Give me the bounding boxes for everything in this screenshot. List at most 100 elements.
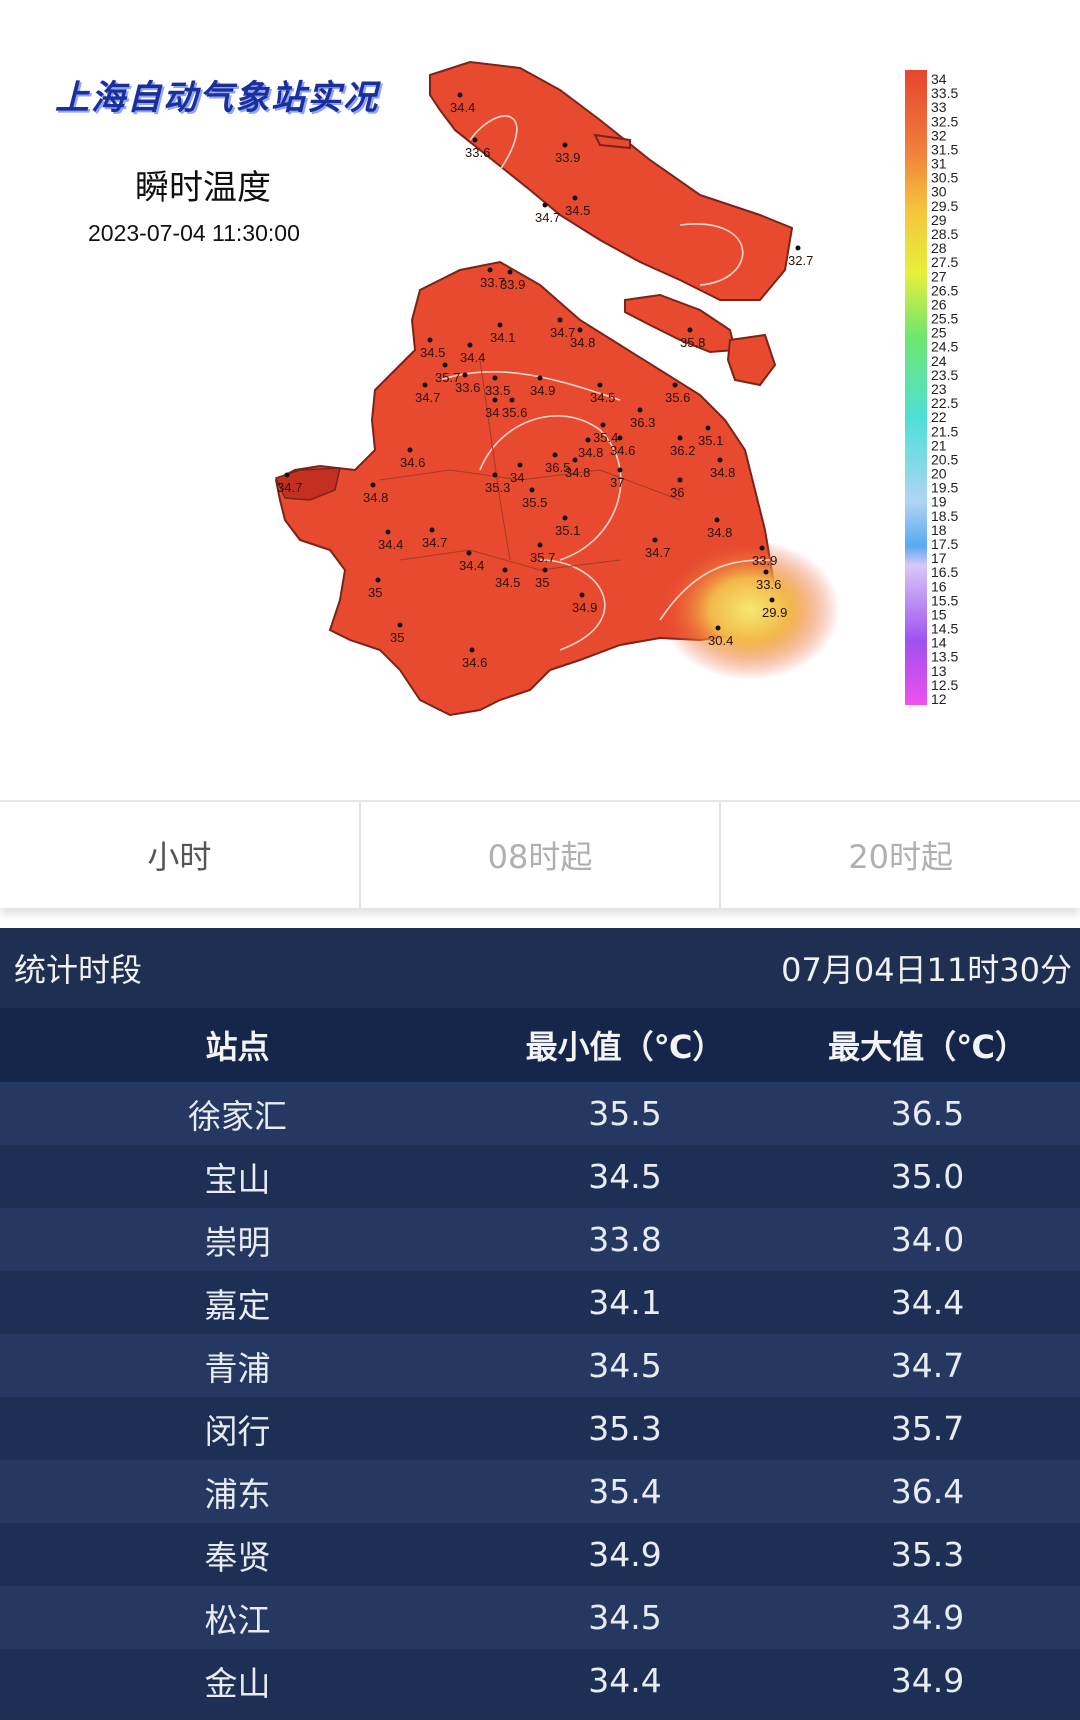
station-dot: [442, 362, 448, 368]
station-value: 34.6: [462, 655, 487, 670]
station-value: 34.8: [570, 335, 595, 350]
station-value: 34.6: [610, 443, 635, 458]
station-dot: [542, 202, 548, 208]
station-value: 35: [390, 630, 404, 645]
station-dot: [617, 467, 623, 473]
legend-tick-label: 14: [931, 635, 947, 651]
legend-ticks: 3433.53332.53231.53130.53029.52928.52827…: [931, 71, 958, 707]
station-value: 35.1: [555, 523, 580, 538]
station-dot: [617, 435, 623, 441]
period-tabs: 小时 08时起 20时起: [0, 800, 1080, 908]
table-row: 徐家汇 35.5 36.5: [0, 1082, 1080, 1145]
station-value: 34.4: [378, 537, 403, 552]
station-value: 35: [535, 575, 549, 590]
tab-hourly[interactable]: 小时: [0, 802, 361, 908]
station-value: 36: [670, 485, 684, 500]
station-value: 36.2: [670, 443, 695, 458]
legend-tick-label: 16.5: [931, 564, 958, 580]
station-value: 35.4: [593, 430, 618, 445]
station-dot: [705, 425, 711, 431]
station-value: 33.6: [455, 380, 480, 395]
min-value: 35.4: [588, 1472, 662, 1511]
station-dot: [462, 372, 468, 378]
legend-tick-label: 15.5: [931, 592, 958, 608]
station-value: 34.7: [535, 210, 560, 225]
legend-tick-label: 23: [931, 381, 947, 397]
station-dot: [492, 472, 498, 478]
station-value: 29.9: [762, 605, 787, 620]
station-value: 34.7: [422, 535, 447, 550]
col-min: 最小值（℃）: [525, 1028, 725, 1066]
table-row: 奉贤 34.9 35.3: [0, 1523, 1080, 1586]
station-dot: [717, 457, 723, 463]
mainland: [274, 260, 777, 717]
legend-tick-label: 16: [931, 578, 947, 594]
tab-since-08[interactable]: 08时起: [361, 802, 722, 908]
station-dot: [579, 592, 585, 598]
station-value: 34.5: [590, 390, 615, 405]
legend-tick-label: 25: [931, 325, 947, 341]
station-name: 奉贤: [204, 1537, 271, 1577]
station-dot: [759, 545, 765, 551]
station-name: 浦东: [204, 1474, 271, 1514]
station-value: 34.8: [363, 490, 388, 505]
legend-tick-label: 18: [931, 522, 947, 538]
legend-colorbar: [905, 70, 927, 705]
min-value: 34.5: [588, 1598, 662, 1637]
period-label: 统计时段: [14, 951, 143, 989]
legend-tick-label: 20: [931, 466, 947, 482]
legend-tick-label: 27: [931, 268, 947, 284]
station-dot: [677, 435, 683, 441]
station-value: 34.7: [550, 325, 575, 340]
station-value: 35.8: [680, 335, 705, 350]
station-dot: [562, 515, 568, 521]
station-dot: [422, 382, 428, 388]
legend-tick-label: 30: [931, 184, 947, 200]
legend-tick-label: 15: [931, 606, 947, 622]
station-dot: [597, 382, 603, 388]
station-value: 34.5: [565, 203, 590, 218]
station-value: 33.9: [500, 277, 525, 292]
station-value: 34.8: [707, 525, 732, 540]
station-name: 宝山: [204, 1159, 271, 1199]
station-dot: [497, 322, 503, 328]
station-value: 34.1: [490, 330, 515, 345]
station-value: 34.9: [572, 600, 597, 615]
station-dot: [769, 597, 775, 603]
station-value: 34: [485, 405, 499, 420]
legend-tick-label: 22: [931, 409, 947, 425]
station-dot: [429, 527, 435, 533]
station-dot: [517, 462, 523, 468]
station-name: 金山: [204, 1663, 271, 1703]
legend-tick-label: 32: [931, 127, 947, 143]
legend-tick-label: 28.5: [931, 226, 958, 242]
station-value: 34.4: [450, 100, 475, 115]
station-value: 33.9: [752, 553, 777, 568]
station-dot: [370, 482, 376, 488]
min-value: 33.8: [588, 1220, 662, 1259]
station-value: 33.5: [485, 383, 510, 398]
station-value: 37: [610, 475, 624, 490]
min-value: 34.5: [588, 1157, 662, 1196]
station-value: 34.4: [460, 350, 485, 365]
legend-tick-label: 26.5: [931, 282, 958, 298]
legend-tick-label: 19.5: [931, 480, 958, 496]
station-dot: [427, 337, 433, 343]
station-value: 32.7: [788, 253, 813, 268]
station-dot: [562, 142, 568, 148]
map-title: 上海自动气象站实况: [55, 78, 379, 118]
station-dot: [509, 397, 515, 403]
legend-tick-label: 27.5: [931, 254, 958, 270]
station-value: 36.5: [545, 460, 570, 475]
station-value: 34.5: [495, 575, 520, 590]
station-dot: [375, 577, 381, 583]
station-value: 30.4: [708, 633, 733, 648]
stats-table: 统计时段 07月04日11时30分 站点 最小值（℃） 最大值（℃） 徐家汇 35…: [0, 928, 1080, 1720]
tab-since-20[interactable]: 20时起: [848, 838, 954, 876]
station-dot: [714, 517, 720, 523]
station-dot: [557, 317, 563, 323]
table-body: 徐家汇 35.5 36.5 宝山 34.5 35.0 崇明 33.8 34.0 嘉定 34.1 34.…: [0, 1082, 1080, 1712]
station-value: 35.6: [502, 405, 527, 420]
station-dot: [537, 375, 543, 381]
col-station: 站点: [205, 1028, 270, 1066]
